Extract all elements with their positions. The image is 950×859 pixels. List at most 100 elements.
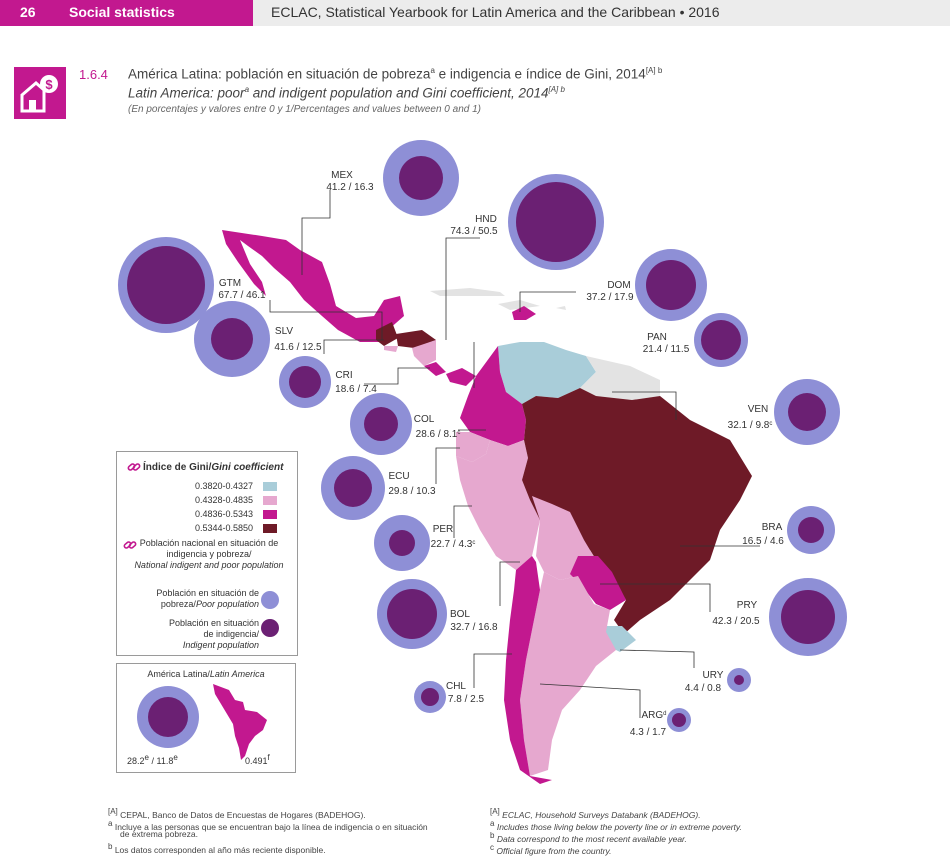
- poverty-legend-label: Población en situación de pobreza/Poor p…: [156, 588, 259, 609]
- map-peru: [456, 440, 540, 570]
- population-legend-title: Población nacional en situación de indig…: [134, 538, 284, 570]
- bubble-gtm: [118, 237, 214, 333]
- gini-range-1: 0.3820-0.4327: [195, 481, 254, 491]
- inset-graphic: [137, 684, 267, 760]
- label-ury-value: 4.4 / 0.8: [685, 683, 722, 694]
- label-slv-value: 41.6 / 12.5: [274, 342, 322, 353]
- figure-title-es: América Latina: población en situación d…: [128, 66, 663, 82]
- bubble-hnd: [508, 174, 604, 270]
- gini-swatch-2: [263, 496, 277, 505]
- bubble-pan: [694, 313, 748, 367]
- map-panama: [446, 368, 476, 386]
- label-hnd-value: 74.3 / 50.5: [450, 226, 498, 237]
- bubble-pry: [769, 578, 847, 656]
- note-a-en: a Includes those living below the povert…: [490, 819, 742, 832]
- bubble-ecu: [321, 456, 385, 520]
- inset-title: América Latina/Latin America: [147, 669, 265, 679]
- bubble-ury: [727, 668, 751, 692]
- map-nicaragua: [412, 340, 436, 366]
- label-mex-value: 41.2 / 16.3: [326, 182, 374, 193]
- latin-america-map: MEX 41.2 / 16.3 HND 74.3 / 50.5 GTM 67.7…: [118, 140, 847, 784]
- bubble-chl: [414, 681, 446, 713]
- bubble-col: [350, 393, 412, 455]
- label-bol-code: BOL: [450, 609, 470, 620]
- note-a-es-cont: de extrema pobreza.: [120, 829, 198, 839]
- bubble-bol: [377, 579, 447, 649]
- label-col-code: COL: [414, 414, 435, 425]
- map-guianas: [580, 356, 660, 400]
- bubble-slv: [194, 301, 270, 377]
- label-dom-code: DOM: [607, 280, 630, 291]
- gini-swatch-1: [263, 482, 277, 491]
- footnotes: [A] CEPAL, Banco de Datos de Encuestas d…: [0, 806, 950, 859]
- label-ury-code: URY: [703, 670, 724, 681]
- figure-title-en: Latin America: poora and indigent popula…: [128, 85, 565, 101]
- leader-lines: [269, 190, 760, 718]
- header-section-bar: 26 Social statistics: [0, 0, 253, 26]
- note-source-es: [A] CEPAL, Banco de Datos de Encuestas d…: [108, 807, 366, 820]
- caribbean-islands: [430, 288, 566, 310]
- svg-text:$: $: [45, 77, 53, 92]
- bubble-dom: [635, 249, 707, 321]
- label-cri-value: 18.6 / 7.4: [335, 384, 377, 395]
- note-b-es: b Los datos corresponden al año más reci…: [108, 842, 326, 855]
- map-chile: [504, 556, 552, 784]
- bubble-cri: [279, 356, 331, 408]
- page-header: 26 Social statistics ECLAC, Statistical …: [0, 0, 950, 26]
- gini-swatch-4: [263, 524, 277, 533]
- label-arg-code: ARGd: [641, 710, 666, 721]
- latin-america-inset: América Latina/Latin America 28.2e / 11.…: [116, 663, 296, 773]
- map-mexico: [222, 230, 404, 342]
- label-pan-code: PAN: [647, 332, 667, 343]
- map-el-salvador: [384, 346, 398, 352]
- map-venezuela: [498, 342, 596, 404]
- label-per-code: PER: [433, 524, 454, 535]
- gini-swatch-3: [263, 510, 277, 519]
- label-bol-value: 32.7 / 16.8: [450, 622, 498, 633]
- label-dom-value: 37.2 / 17.9: [586, 292, 634, 303]
- label-ecu-code: ECU: [388, 471, 409, 482]
- label-slv-code: SLV: [275, 326, 293, 337]
- figure-number: 1.6.4: [79, 67, 108, 82]
- country-labels: MEX 41.2 / 16.3 HND 74.3 / 50.5 GTM 67.7…: [218, 170, 784, 738]
- label-ven-value: 32.1 / 9.8c: [728, 420, 773, 431]
- note-b-en: b Data correspond to the most recent ava…: [490, 831, 687, 844]
- link-icon: [123, 541, 137, 549]
- map-dominican-republic: [512, 306, 536, 320]
- label-bra-code: BRA: [762, 522, 783, 533]
- inset-map: [213, 684, 267, 760]
- bubble-bra: [787, 506, 835, 554]
- label-pry-code: PRY: [737, 600, 758, 611]
- figure-subtitle: (En porcentajes y valores entre 0 y 1/Pe…: [128, 104, 481, 115]
- inset-indigence-circle: [148, 697, 188, 737]
- note-a-es: a Incluye a las personas que se encuentr…: [108, 819, 428, 832]
- label-chl-value: 7.8 / 2.5: [448, 694, 485, 705]
- label-ecu-value: 29.8 / 10.3: [388, 486, 436, 497]
- label-pan-value: 21.4 / 11.5: [643, 344, 690, 355]
- header-publication-bar: ECLAC, Statistical Yearbook for Latin Am…: [253, 0, 950, 26]
- section-title: Social statistics: [69, 4, 175, 20]
- label-hnd-code: HND: [475, 214, 497, 225]
- bubble-per: [374, 515, 430, 571]
- label-gtm-code: GTM: [219, 278, 241, 289]
- label-pry-value: 42.3 / 20.5: [712, 616, 760, 627]
- map-argentina: [520, 572, 616, 776]
- publication-title: ECLAC, Statistical Yearbook for Latin Am…: [271, 4, 720, 20]
- page-number: 26: [20, 4, 36, 20]
- bubble-mex: [383, 140, 459, 216]
- note-c-en: c Official figure from the country.: [490, 843, 612, 856]
- link-icon: [127, 463, 141, 471]
- inset-values: 28.2e / 11.8e: [127, 753, 178, 766]
- label-mex-code: MEX: [331, 170, 353, 181]
- house-dollar-icon: $: [14, 67, 66, 119]
- poverty-legend-dot: [261, 591, 279, 609]
- label-chl-code: CHL: [446, 681, 466, 692]
- label-cri-code: CRI: [335, 370, 352, 381]
- indigence-legend-label: Población en situación de indigencia/ In…: [168, 618, 259, 650]
- map-costa-rica: [424, 362, 446, 376]
- map-legend: Índice de Gini/Gini coefficient 0.3820-0…: [116, 451, 298, 656]
- map-brazil: [522, 388, 752, 634]
- label-col-value: 28.6 / 8.1c: [416, 429, 461, 440]
- gini-legend-title: Índice de Gini/Gini coefficient: [143, 462, 284, 473]
- indigence-legend-dot: [261, 619, 279, 637]
